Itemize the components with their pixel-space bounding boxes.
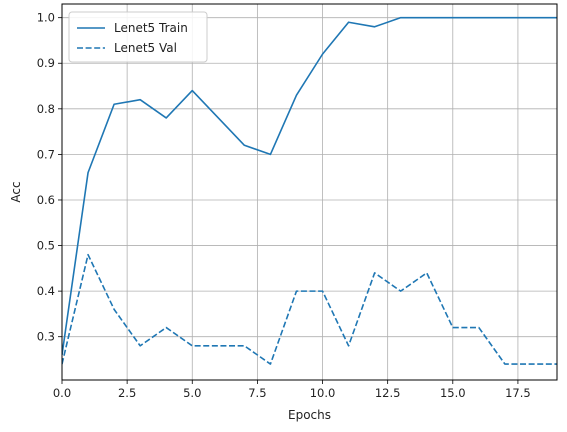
y-tick-label: 0.9 [37, 56, 55, 70]
y-tick-label: 0.8 [37, 102, 55, 116]
y-tick-label: 0.5 [37, 239, 55, 253]
x-tick-label: 2.5 [118, 386, 136, 400]
grid [61, 4, 557, 380]
y-tick-label: 0.3 [37, 330, 55, 344]
ticks: 0.0 2.5 5.0 7.5 10.0 12.5 15.0 17.5 0.3 0.4 0.5 0.6… [37, 11, 531, 400]
series-layer [62, 16, 557, 365]
x-tick-label: 5.0 [183, 386, 201, 400]
y-tick-label: 0.4 [37, 284, 55, 298]
legend-label-train: Lenet5 Train [114, 21, 188, 35]
x-tick-label: 7.5 [248, 386, 266, 400]
y-tick-label: 1.0 [37, 11, 55, 25]
series-line-val [62, 253, 557, 365]
x-tick-label: 0.0 [53, 386, 71, 400]
x-tick-label: 12.5 [375, 386, 401, 400]
y-tick-label: 0.6 [37, 193, 55, 207]
legend-box [68, 11, 208, 63]
x-axis-label: Epochs [288, 408, 331, 422]
y-tick-label: 0.7 [37, 147, 55, 161]
x-tick-label: 15.0 [440, 386, 466, 400]
legend: Lenet5 Train Lenet5 Val [68, 11, 208, 63]
y-axis-label: Acc [9, 181, 23, 202]
legend-label-val: Lenet5 Val [114, 41, 177, 55]
plot-frame [61, 3, 558, 381]
x-tick-label: 10.0 [310, 386, 336, 400]
x-tick-label: 17.5 [505, 386, 531, 400]
series-line-train [62, 16, 557, 356]
